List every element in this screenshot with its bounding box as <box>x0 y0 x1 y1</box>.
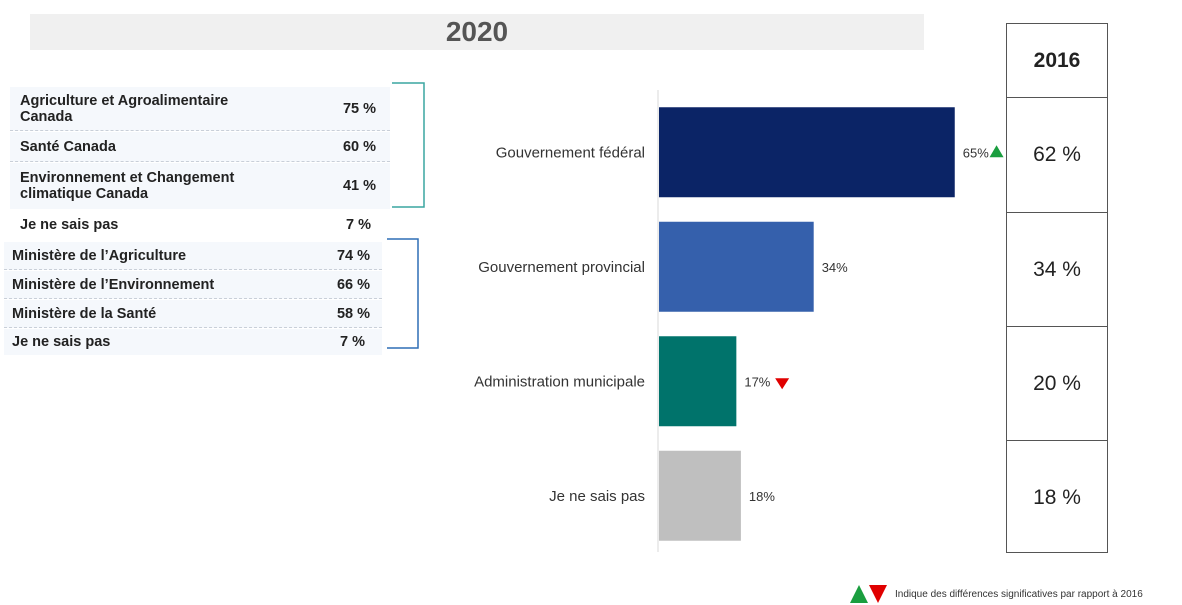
list-item-value: 41 % <box>342 178 376 194</box>
bracket-lines <box>387 82 425 349</box>
chart-title-text: 2020 <box>445 16 509 47</box>
list-item-label: Je ne sais pas <box>12 334 111 350</box>
list-item-value: 60 % <box>342 138 376 155</box>
list-item-label: Ministère de l’Agriculture <box>12 247 187 264</box>
bars-layer: Gouvernement fédéral 65% Gouvernement prov… <box>474 107 1004 541</box>
category-label: Je ne sais pas <box>549 488 645 505</box>
list-item-label: Agriculture et Agroalimentaire Canada <box>20 92 229 125</box>
list-item-label: Ministère de la Santé <box>12 305 157 322</box>
significance-up-icon <box>850 585 868 603</box>
bar <box>659 336 737 427</box>
list-item-value: 7 % <box>346 217 371 233</box>
list-item: Santé Canada 60 % <box>10 132 390 162</box>
list-item: Je ne sais pas 7 % <box>10 212 390 238</box>
list-item-value: 66 % <box>336 276 370 293</box>
list-item: Environnement et Changement climatique C… <box>10 163 390 209</box>
bar <box>659 221 814 312</box>
list-item-value: 7 % <box>340 334 365 350</box>
list-item: Je ne sais pas 7 % <box>4 329 382 355</box>
category-label: Administration municipale <box>474 373 645 390</box>
category-label: Gouvernement provincial <box>478 259 645 276</box>
list-item-value: 58 % <box>336 305 370 322</box>
significance-up-marker <box>989 145 1004 158</box>
data-label: 65% <box>963 145 989 160</box>
list-item: Agriculture et Agroalimentaire Canada 75… <box>10 87 390 131</box>
list-item-label: Santé Canada <box>20 138 116 155</box>
significance-legend: Indique des différences significatives p… <box>850 584 1180 604</box>
list-item-label: Je ne sais pas <box>20 217 119 233</box>
comparison-value: 62 % <box>1007 97 1107 212</box>
data-label: 18% <box>749 489 775 504</box>
list-item: Ministère de l’Agriculture 74 % <box>4 242 382 270</box>
bar <box>659 450 741 541</box>
data-label: 34% <box>822 260 848 275</box>
comparison-value: 20 % <box>1007 326 1107 440</box>
significance-legend-text: Indique des différences significatives p… <box>895 588 1143 600</box>
data-label: 17% <box>744 374 770 389</box>
federal-bracket <box>392 82 425 208</box>
list-item-label: Environnement et Changement climatique C… <box>20 170 235 202</box>
significance-down-icon <box>869 585 887 603</box>
chart-title: 2020 <box>30 14 924 50</box>
comparison-header: 2016 <box>1033 48 1081 72</box>
list-item: Ministère de l’Environnement 66 % <box>4 271 382 299</box>
significance-down-marker <box>775 378 790 390</box>
list-item-value: 74 % <box>336 247 370 264</box>
provincial-bracket <box>387 238 419 349</box>
category-label: Gouvernement fédéral <box>496 144 645 161</box>
comparison-column-2016: 2016 62 % 34 % 20 % 18 % <box>1006 23 1108 553</box>
comparison-value: 18 % <box>1007 440 1107 554</box>
list-item: Ministère de la Santé 58 % <box>4 300 382 328</box>
comparison-value: 34 % <box>1007 212 1107 326</box>
list-item-value: 75 % <box>342 100 376 117</box>
list-item-label: Ministère de l’Environnement <box>12 276 215 293</box>
bar <box>659 107 955 198</box>
